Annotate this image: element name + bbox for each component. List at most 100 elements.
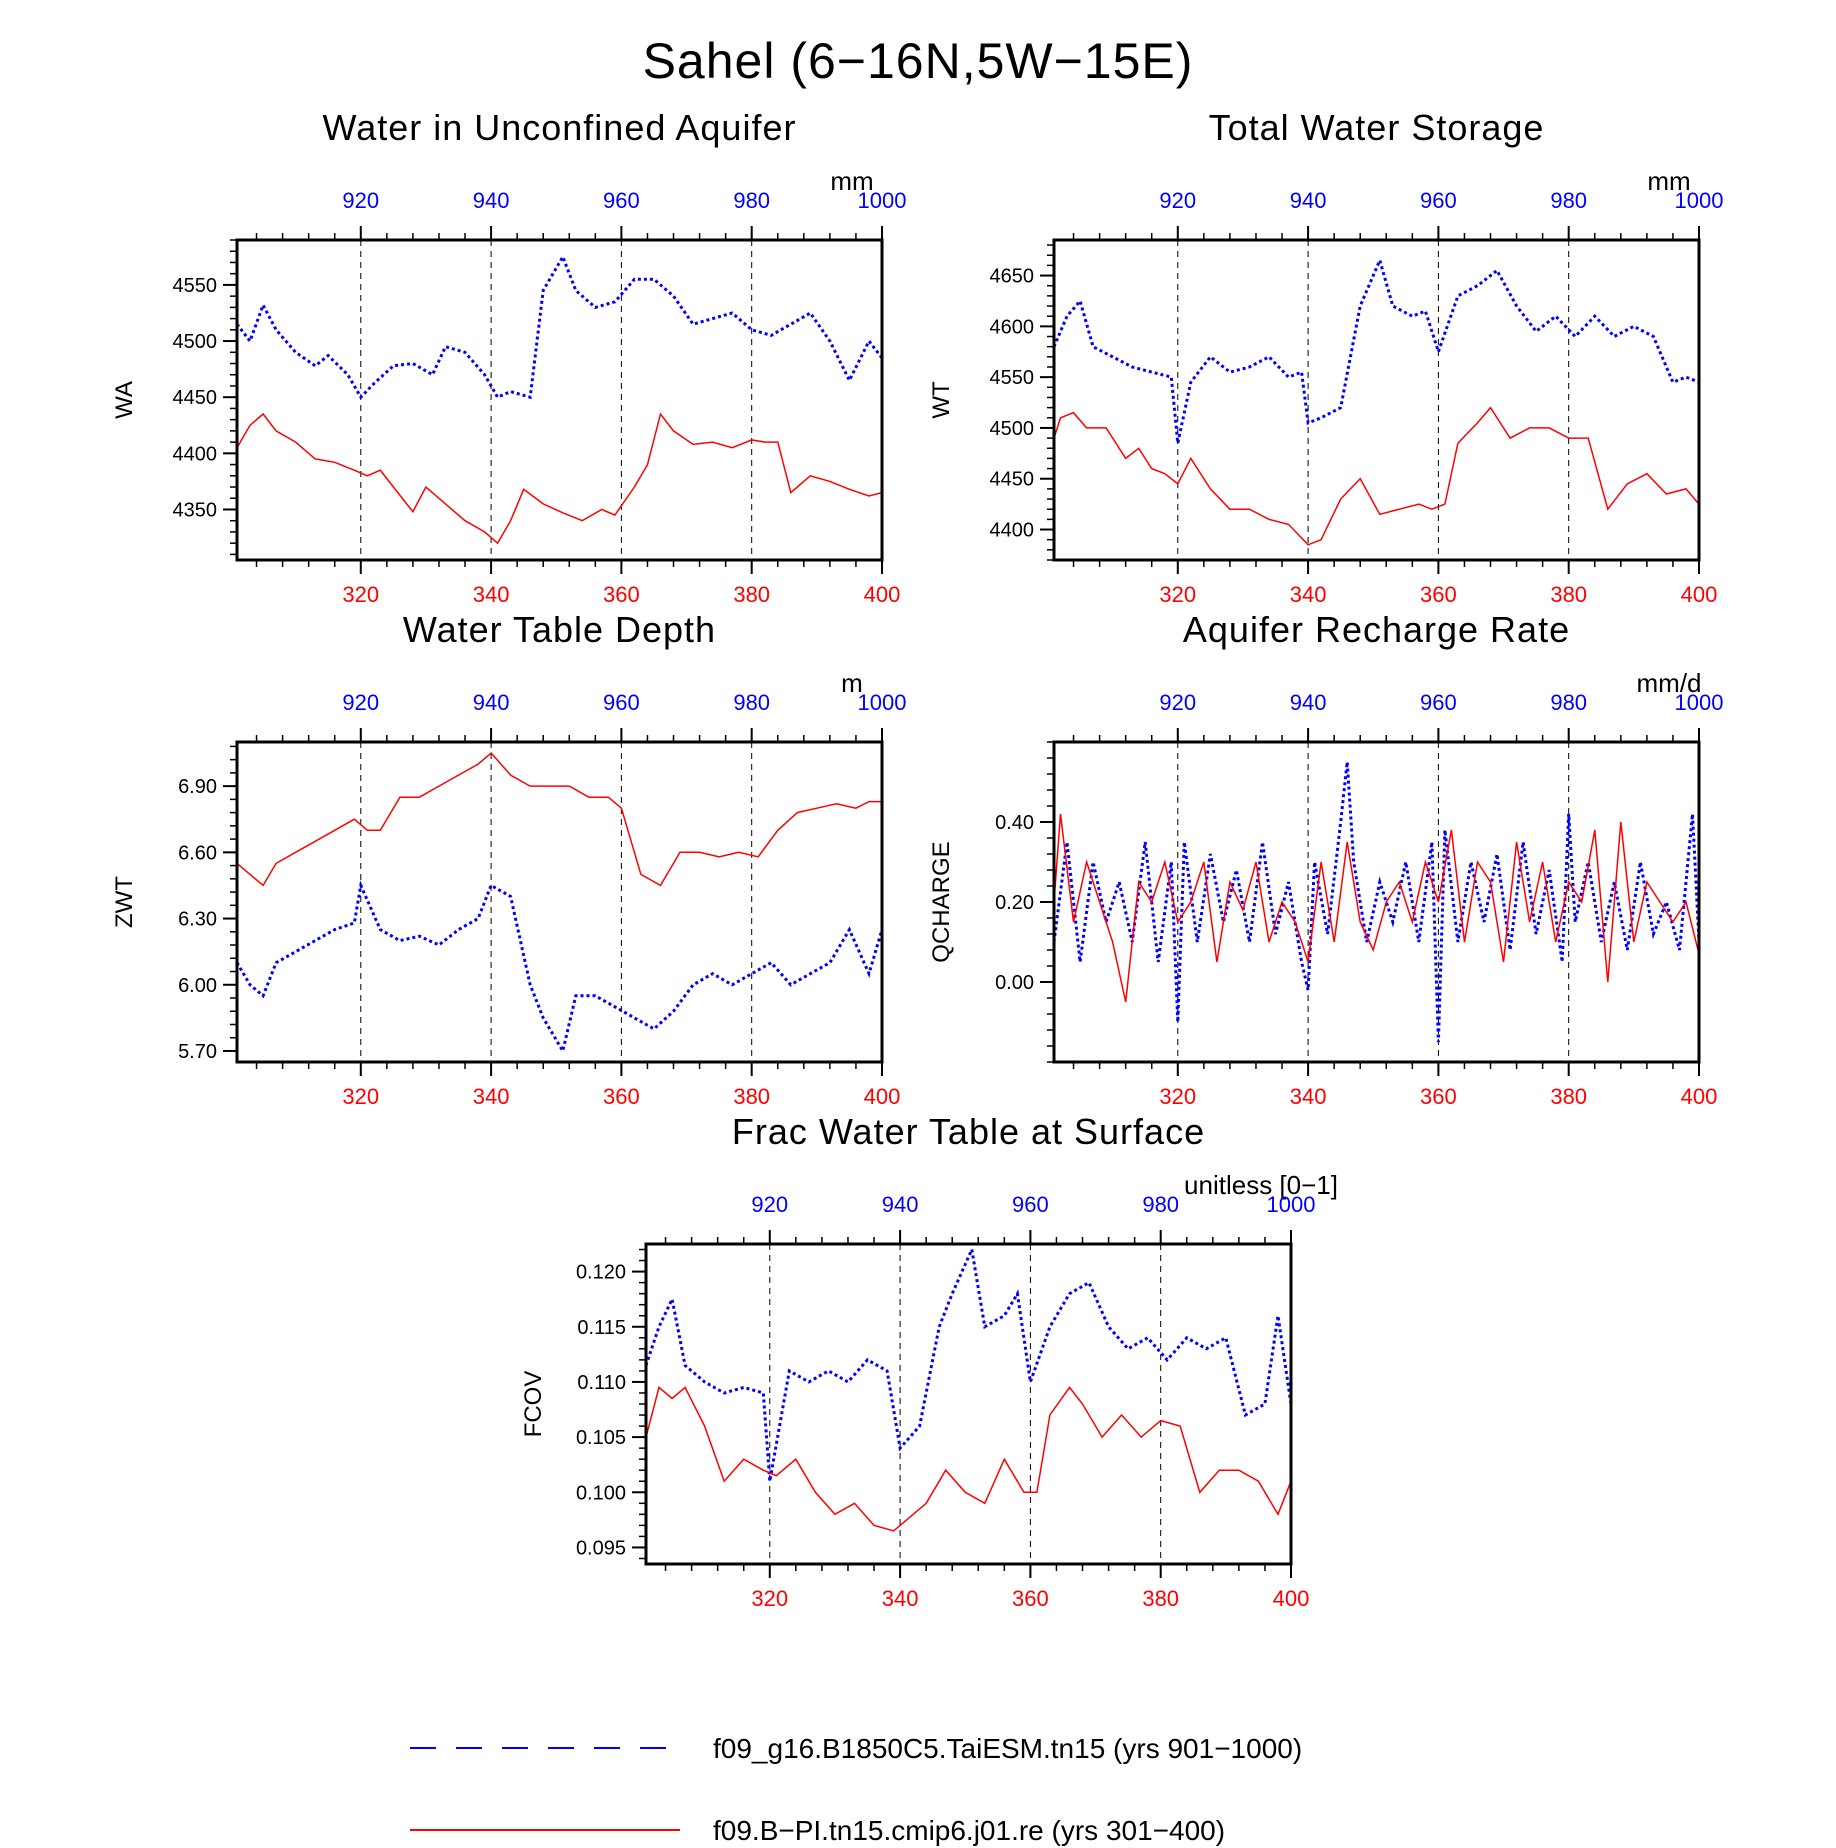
x-tick-label-top: 940 [882, 1192, 919, 1217]
plot-frame [235, 238, 884, 562]
units-label: mm [1647, 166, 1690, 196]
y-tick-label: 4650 [990, 266, 1035, 288]
y-tick-label: 0.115 [577, 1317, 626, 1339]
y-tick-label: 4350 [173, 499, 218, 521]
x-tick-label-top: 940 [473, 188, 510, 213]
x-tick-label-bottom: 400 [1681, 582, 1718, 607]
y-tick-label: 0.105 [576, 1427, 626, 1449]
x-tick-label-bottom: 380 [733, 582, 770, 607]
y-tick-label: 4450 [173, 387, 218, 409]
plot-frame [235, 740, 884, 1064]
series-line-red [1054, 406, 1699, 546]
y-tick-label: 5.70 [178, 1041, 217, 1063]
units-label: mm/d [1637, 668, 1702, 698]
y-tick-label: 0.20 [995, 892, 1034, 914]
units-label: m [841, 668, 863, 698]
x-tick-label-bottom: 320 [342, 582, 379, 607]
panel-title: Water in Unconfined Aquifer [323, 107, 797, 148]
panel-total-water-storage: Total Water Storage mm WT 4400 4450 4500 4550 4… [928, 107, 1723, 607]
x-tick-label-top: 920 [342, 690, 379, 715]
y-tick-label: 4450 [990, 469, 1035, 491]
x-tick-label-top: 980 [733, 188, 770, 213]
y-tick-label: 0.40 [995, 812, 1034, 834]
x-tick-label-top: 980 [1550, 690, 1587, 715]
legend-label-red: f09.B−PI.tn15.cmip6.j01.re (yrs 301−400) [713, 1815, 1225, 1846]
y-tick-label: 6.30 [178, 909, 217, 931]
series-line-blue [646, 1244, 1291, 1482]
y-tick-label: 0.095 [576, 1537, 626, 1559]
legend-label-blue: f09_g16.B1850C5.TaiESM.tn15 (yrs 901−100… [713, 1733, 1302, 1764]
x-tick-label-top: 960 [603, 690, 640, 715]
series-line-blue [237, 880, 882, 1055]
panel-water-table-depth: Water Table Depth m ZWT 5.70 6.00 6.30 6.60 6.9… [111, 609, 906, 1109]
y-tick-label: 4400 [990, 520, 1035, 542]
y-axis-label: ZWT [111, 876, 138, 928]
series-line-red [646, 1386, 1291, 1532]
legend: f09_g16.B1850C5.TaiESM.tn15 (yrs 901−100… [410, 1733, 1302, 1846]
x-tick-label-top: 960 [1420, 188, 1457, 213]
units-label: unitless [0−1] [1184, 1170, 1338, 1200]
y-tick-label: 4500 [173, 331, 218, 353]
x-tick-label-bottom: 340 [473, 582, 510, 607]
x-tick-label-bottom: 340 [1290, 582, 1327, 607]
x-tick-label-bottom: 400 [864, 582, 901, 607]
x-tick-label-bottom: 320 [751, 1586, 788, 1611]
x-tick-label-top: 960 [1012, 1192, 1049, 1217]
x-tick-label-top: 1000 [858, 690, 907, 715]
x-tick-label-top: 1000 [1675, 188, 1724, 213]
x-tick-label-bottom: 360 [603, 1084, 640, 1109]
x-tick-label-top: 1000 [858, 188, 907, 213]
x-tick-label-top: 920 [751, 1192, 788, 1217]
x-tick-label-top: 920 [1159, 188, 1196, 213]
y-tick-label: 4600 [990, 316, 1035, 338]
y-tick-label: 0.00 [995, 972, 1034, 994]
panel-title: Aquifer Recharge Rate [1183, 609, 1570, 650]
panel-title: Total Water Storage [1209, 107, 1545, 148]
y-tick-label: 0.120 [576, 1262, 626, 1284]
x-tick-label-top: 920 [342, 188, 379, 213]
x-tick-label-bottom: 340 [882, 1586, 919, 1611]
x-tick-label-top: 980 [733, 690, 770, 715]
series-line-blue [1054, 255, 1699, 444]
y-tick-label: 0.110 [577, 1372, 626, 1394]
series-line-red [237, 412, 882, 545]
y-axis-label: QCHARGE [928, 841, 955, 962]
x-tick-label-top: 940 [1290, 188, 1327, 213]
y-tick-label: 4550 [173, 275, 218, 297]
panel-water-in-unconfined-aquifer: Water in Unconfined Aquifer mm WA 4350 4400 4… [111, 107, 906, 607]
x-tick-label-bottom: 380 [1142, 1586, 1179, 1611]
y-tick-label: 4550 [990, 367, 1035, 389]
series-line-red [1054, 813, 1699, 1003]
x-tick-label-bottom: 320 [1159, 582, 1196, 607]
panel-title: Frac Water Table at Surface [732, 1111, 1205, 1152]
x-tick-label-bottom: 400 [1273, 1586, 1310, 1611]
panel-title: Water Table Depth [403, 609, 716, 650]
y-tick-label: 4400 [173, 443, 218, 465]
x-tick-label-bottom: 400 [1681, 1084, 1718, 1109]
x-tick-label-top: 960 [603, 188, 640, 213]
x-tick-label-bottom: 380 [1550, 582, 1587, 607]
y-axis-label: FCOV [520, 1371, 547, 1438]
x-tick-label-top: 1000 [1267, 1192, 1316, 1217]
series-line-red [237, 751, 882, 887]
units-label: mm [830, 166, 873, 196]
y-tick-label: 0.100 [576, 1482, 626, 1504]
x-tick-label-bottom: 340 [473, 1084, 510, 1109]
x-tick-label-bottom: 380 [1550, 1084, 1587, 1109]
plot-frame [644, 1242, 1293, 1566]
y-tick-label: 4500 [990, 418, 1035, 440]
x-tick-label-bottom: 320 [1159, 1084, 1196, 1109]
x-tick-label-bottom: 400 [864, 1084, 901, 1109]
x-tick-label-bottom: 360 [1420, 582, 1457, 607]
x-tick-label-top: 940 [473, 690, 510, 715]
panel-frac-water-table-at-surface: Frac Water Table at Surface unitless [0−1… [520, 1111, 1338, 1611]
x-tick-label-top: 920 [1159, 690, 1196, 715]
x-tick-label-bottom: 360 [603, 582, 640, 607]
series-line-blue [1054, 761, 1699, 1043]
x-tick-label-top: 960 [1420, 690, 1457, 715]
y-tick-label: 6.60 [178, 842, 217, 864]
x-tick-label-top: 940 [1290, 690, 1327, 715]
x-tick-label-bottom: 320 [342, 1084, 379, 1109]
figure-title: Sahel (6−16N,5W−15E) [643, 33, 1194, 89]
